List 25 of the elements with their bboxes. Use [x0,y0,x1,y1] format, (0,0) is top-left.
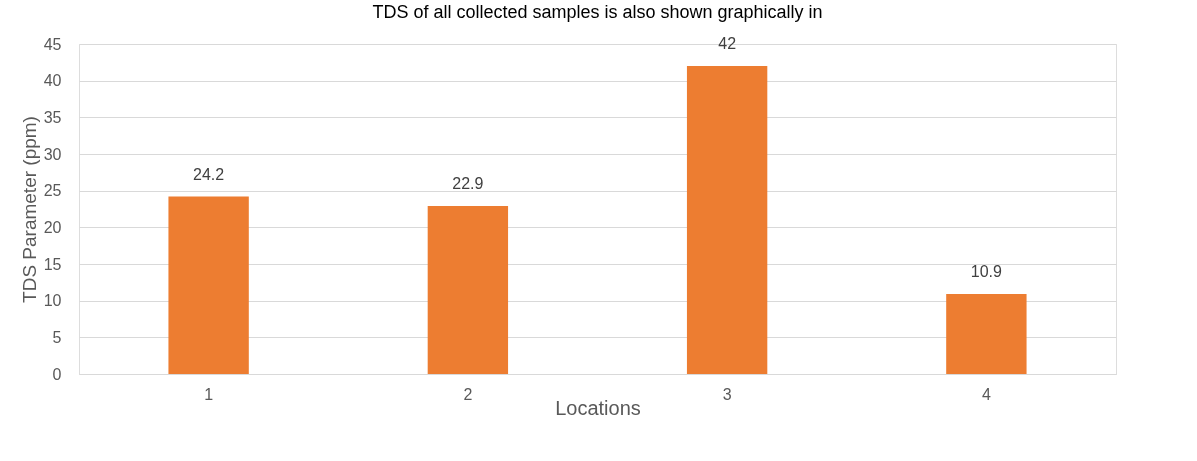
bar [168,196,249,374]
data-label: 24.2 [193,165,225,183]
y-tick-label: 45 [43,35,62,53]
bar [427,206,509,374]
y-tick-label: 25 [43,182,62,200]
y-axis-title: TDS Parameter (ppm) [18,116,40,303]
bar [686,66,768,374]
y-tick-label: 0 [52,365,62,383]
x-tick-label: 3 [722,385,732,403]
data-label: 22.9 [452,175,484,193]
y-tick-label: 10 [43,292,62,310]
data-label: 10.9 [970,263,1003,281]
y-tick-label: 15 [43,255,62,273]
y-tick-label: 20 [43,218,62,236]
chart-title: TDS of all collected samples is also shown graphically in [372,2,823,22]
data-label: 42 [718,35,737,52]
y-tick-label: 40 [43,72,62,90]
x-tick-label: 2 [463,385,473,403]
x-tick-label: 1 [204,385,214,403]
x-tick-label: 4 [981,385,991,403]
y-tick-label: 5 [52,328,62,346]
x-axis-title: Locations [555,396,641,419]
y-tick-label: 35 [43,108,62,126]
y-tick-label: 30 [43,145,62,163]
bar [946,294,1027,374]
